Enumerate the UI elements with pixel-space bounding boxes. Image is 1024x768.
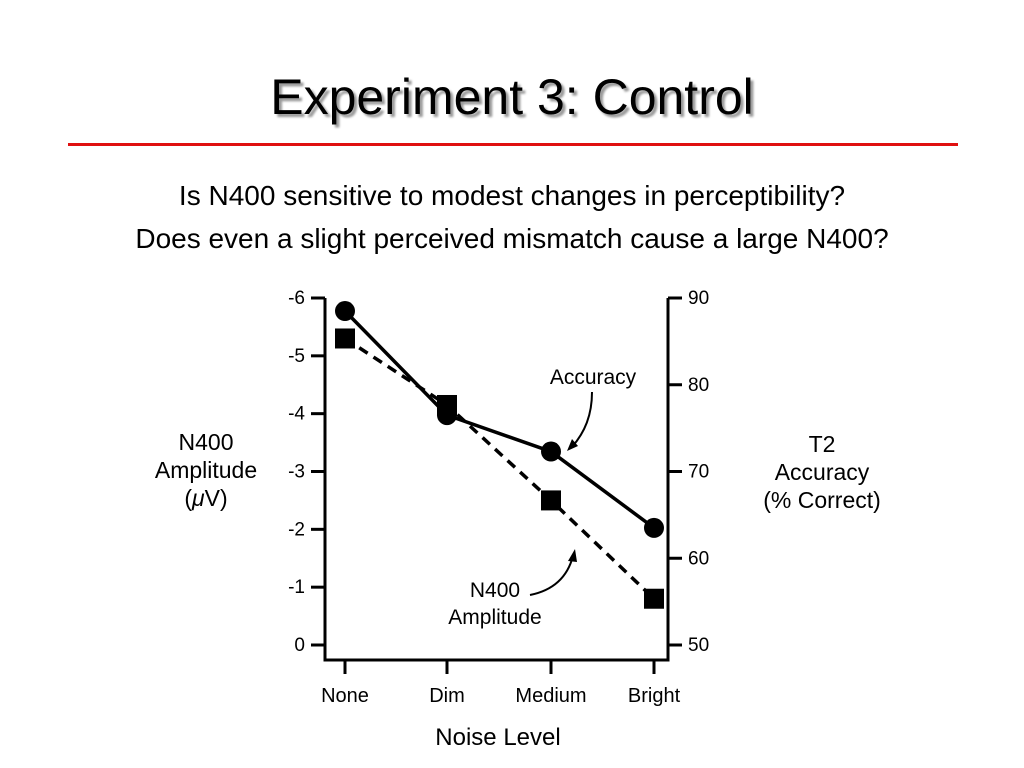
accuracy-data-point xyxy=(335,301,355,322)
n400-data-point xyxy=(335,328,355,349)
left-axis-tick-label: -1 xyxy=(288,577,305,598)
subtitle-question-1: Is N400 sensitive to modest changes in p… xyxy=(178,180,846,211)
n400-annotation-label-line-1: N400 xyxy=(470,579,520,602)
left-axis-tick-label: -5 xyxy=(288,346,305,367)
n400-data-point xyxy=(644,588,664,609)
n400-annotation-label-line-2: Amplitude xyxy=(448,606,541,629)
x-axis-tick-label: Bright xyxy=(628,685,681,707)
accuracy-series-line xyxy=(343,309,656,530)
slide-title: Experiment 3: Control xyxy=(270,69,754,125)
left-axis-tick-label: 0 xyxy=(294,635,305,656)
unit-open-paren: ( xyxy=(184,485,193,511)
right-axis-title-line-1: T2 xyxy=(808,431,836,457)
left-axis-title: N400 Amplitude (μV) xyxy=(140,428,272,512)
right-axis-tick-label: 80 xyxy=(688,375,709,396)
left-axis-tick-label: -4 xyxy=(288,404,305,425)
right-axis-title-line-2: Accuracy xyxy=(774,459,870,485)
title-divider xyxy=(68,143,958,146)
accuracy-data-point xyxy=(541,441,561,462)
n400-data-point xyxy=(437,394,457,415)
series-lines xyxy=(343,309,656,600)
right-axis-title: T2 Accuracy (% Correct) xyxy=(742,430,902,514)
x-axis-tick-label: None xyxy=(321,685,369,707)
accuracy-annotation-label: Accuracy xyxy=(550,366,637,389)
series-markers xyxy=(335,301,664,609)
n400-annotation-arrow xyxy=(529,555,574,596)
x-axis-tick-label: Medium xyxy=(515,685,586,707)
accuracy-annotation-arrow xyxy=(571,391,593,448)
chart-annotations: Accuracy N400 Amplitude xyxy=(448,366,636,629)
left-axis-title-line-1: N400 xyxy=(178,429,234,455)
left-axis-title-line-2: Amplitude xyxy=(154,457,258,483)
n400-series-line xyxy=(344,337,656,600)
x-axis-tick-label: Dim xyxy=(429,685,465,707)
right-axis-tick-label: 60 xyxy=(688,548,709,569)
accuracy-data-point xyxy=(644,517,664,538)
unit-volts: V) xyxy=(204,485,228,511)
left-axis-tick-label: -6 xyxy=(288,288,305,309)
left-axis-tick-label: -3 xyxy=(288,462,305,483)
unit-micro-symbol: μ xyxy=(192,485,205,511)
right-axis-tick-label: 70 xyxy=(688,462,709,483)
left-axis-tick-label: -2 xyxy=(288,519,305,540)
n400-arrowhead xyxy=(568,549,577,562)
right-axis-tick-label: 50 xyxy=(688,635,709,656)
chart-axes: 0 -1 -2 -3 -4 -5 -6 50 60 70 80 90 None Dim Medium Brig… xyxy=(288,288,709,751)
accuracy-arrowhead xyxy=(567,439,578,451)
left-axis-title-unit: (μV) xyxy=(140,484,272,512)
right-axis-title-line-3: (% Correct) xyxy=(763,487,881,513)
n400-data-point xyxy=(541,490,561,511)
subtitle-question-2: Does even a slight perceived mismatch ca… xyxy=(135,223,889,254)
right-axis-tick-label: 90 xyxy=(688,288,709,309)
x-axis-title: Noise Level xyxy=(435,724,560,751)
